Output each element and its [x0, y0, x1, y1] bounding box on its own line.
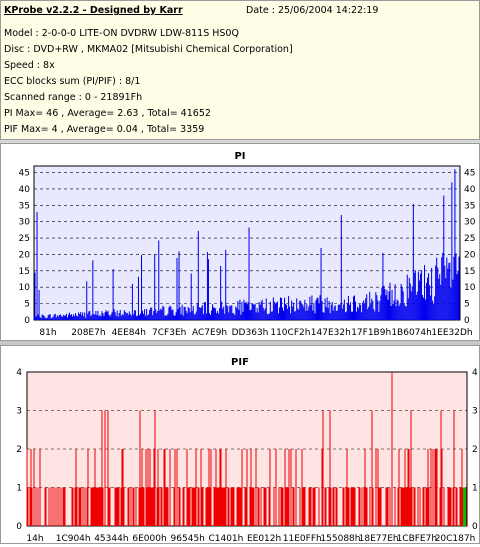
pi-chart: PI 0 0 5 5 10 10 15 15 20 20 25 25 30 30 35 35 40 40 45 45 81…	[19, 151, 476, 338]
x-tick-label: 208E7h	[71, 328, 105, 338]
x-tick-label: 17F1B9h	[351, 328, 391, 338]
x-tick-label: AC7E9h	[192, 328, 227, 338]
y-tick-label-right: 2	[472, 445, 478, 455]
y-tick-label: 15	[19, 267, 30, 277]
y-tick-label: 30	[19, 218, 31, 228]
separator	[0, 140, 480, 143]
y-tick-label-right: 10	[464, 283, 476, 293]
x-tick-label: 14h	[26, 534, 43, 543]
y-tick-label-right: 5	[464, 300, 470, 310]
x-tick-label: 45344h	[94, 534, 128, 543]
model-line: Model : 2-0-0-0 LITE-ON DVDRW LDW-811S H…	[4, 28, 239, 39]
y-tick-label-right: 4	[472, 368, 478, 378]
x-tick-label: EE012h	[247, 534, 281, 543]
y-tick-label-right: 1	[472, 484, 478, 494]
y-tick-label: 0	[16, 522, 22, 532]
x-tick-label: 155088h	[320, 534, 360, 543]
y-tick-label: 5	[24, 300, 30, 310]
app-title: KProbe v2.2.2 - Designed by Karr	[4, 5, 183, 16]
x-tick-label: 110CF2h	[270, 328, 310, 338]
speed-line: Speed : 8x	[4, 60, 55, 71]
x-tick-label: 11E0FFh	[283, 534, 322, 543]
y-tick-label-right: 40	[464, 185, 476, 195]
y-tick-label-right: 25	[464, 234, 475, 244]
disc-line: Disc : DVD+RW , MKMA02 [Mitsubishi Chemi…	[4, 44, 293, 55]
pif-summary-line: PIF Max= 4 , Average= 0.04 , Total= 3359	[4, 124, 205, 135]
x-tick-label: 147E32h	[311, 328, 351, 338]
info-panel: KProbe v2.2.2 - Designed by Karr Date : …	[0, 0, 480, 140]
chart-title: PIF	[231, 357, 249, 368]
y-tick-label: 2	[16, 445, 22, 455]
x-tick-label: 1B6074h	[391, 328, 432, 338]
y-tick-label: 20	[19, 250, 31, 260]
y-tick-label-right: 35	[464, 201, 475, 211]
y-tick-label-right: 15	[464, 267, 475, 277]
y-tick-label-right: 20	[464, 250, 476, 260]
x-tick-label: 1C904h	[56, 534, 91, 543]
x-tick-label: 20C187h	[435, 534, 476, 543]
x-tick-label: 7CF3Eh	[152, 328, 186, 338]
pif-chart-panel: PIF 0 0 1 1 2 2 3 3 4 4 14h 1C904h 45344h 6E000h 96545h…	[0, 345, 480, 544]
x-tick-label: 4EE84h	[112, 328, 146, 338]
y-tick-label: 45	[19, 169, 30, 179]
y-tick-label: 40	[19, 185, 31, 195]
ecc-line: ECC blocks sum (PI/PIF) : 8/1	[4, 76, 141, 87]
x-tick-label: 1CBFE7h	[397, 534, 437, 543]
y-tick-label-right: 3	[472, 407, 478, 417]
x-tick-label: C1401h	[208, 534, 243, 543]
pif-chart: PIF 0 0 1 1 2 2 3 3 4 4 14h 1C904h 45344h 6E000h 96545h…	[16, 357, 478, 544]
y-tick-label-right: 0	[472, 522, 478, 532]
y-tick-label-right: 30	[464, 218, 476, 228]
y-tick-label-right: 0	[464, 316, 470, 326]
x-tick-label: 1EE32Dh	[431, 328, 472, 338]
y-tick-label: 4	[16, 368, 22, 378]
x-tick-label: 96545h	[171, 534, 205, 543]
y-tick-label: 10	[19, 283, 31, 293]
y-tick-label: 35	[19, 201, 30, 211]
y-tick-label: 3	[16, 407, 22, 417]
y-tick-label-right: 45	[464, 169, 475, 179]
separator	[0, 341, 480, 345]
chart-title: PI	[234, 151, 245, 162]
x-tick-label: DD363h	[232, 328, 269, 338]
end-marker	[463, 487, 466, 526]
y-tick-label: 0	[24, 316, 30, 326]
x-tick-label: 6E000h	[132, 534, 166, 543]
y-tick-label: 25	[19, 234, 30, 244]
y-tick-label: 1	[16, 484, 22, 494]
range-line: Scanned range : 0 - 21891Fh	[4, 92, 143, 103]
scan-date: Date : 25/06/2004 14:22:19	[246, 5, 379, 16]
pi-summary-line: PI Max= 46 , Average= 2.63 , Total= 4165…	[4, 108, 211, 119]
x-tick-label: 18E77Eh	[359, 534, 399, 543]
x-tick-label: 81h	[39, 328, 56, 338]
pi-chart-panel: PI 0 0 5 5 10 10 15 15 20 20 25 25 30 30 35 35 40 40 45 45 81…	[0, 143, 480, 341]
